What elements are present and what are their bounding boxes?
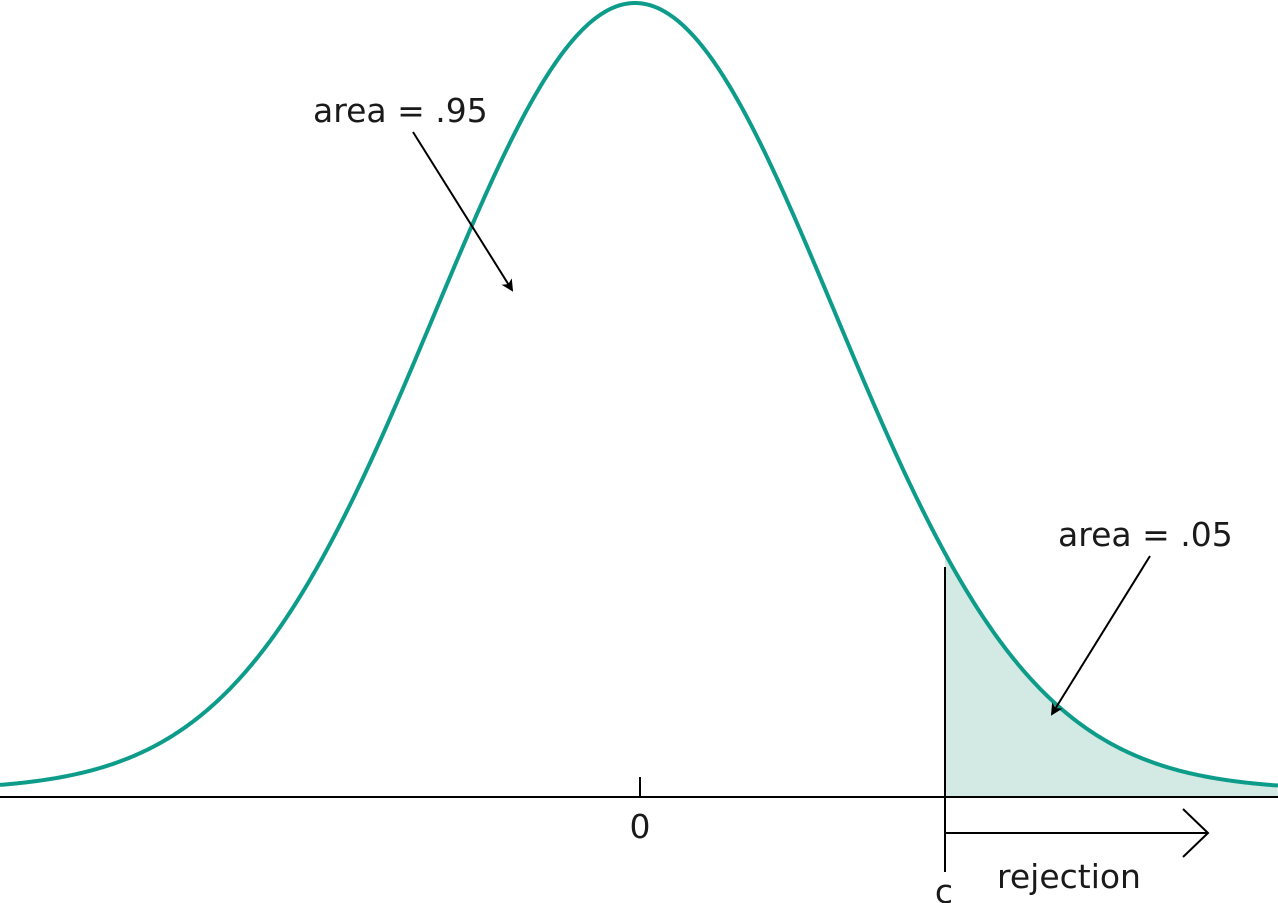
rejection-label: rejection (997, 857, 1141, 896)
bell-curve (0, 1, 1278, 788)
tail-area-label: area = .05 (1058, 515, 1233, 554)
tail-area-arrow (1050, 555, 1151, 716)
center-area-arrow (412, 131, 514, 292)
rejection-arrow-head (1182, 808, 1210, 858)
center-area-label: area = .95 (313, 91, 488, 130)
rejection-region-shading (945, 553, 1278, 797)
center-tick-label: 0 (630, 807, 651, 846)
critical-value-label: c (935, 872, 953, 903)
